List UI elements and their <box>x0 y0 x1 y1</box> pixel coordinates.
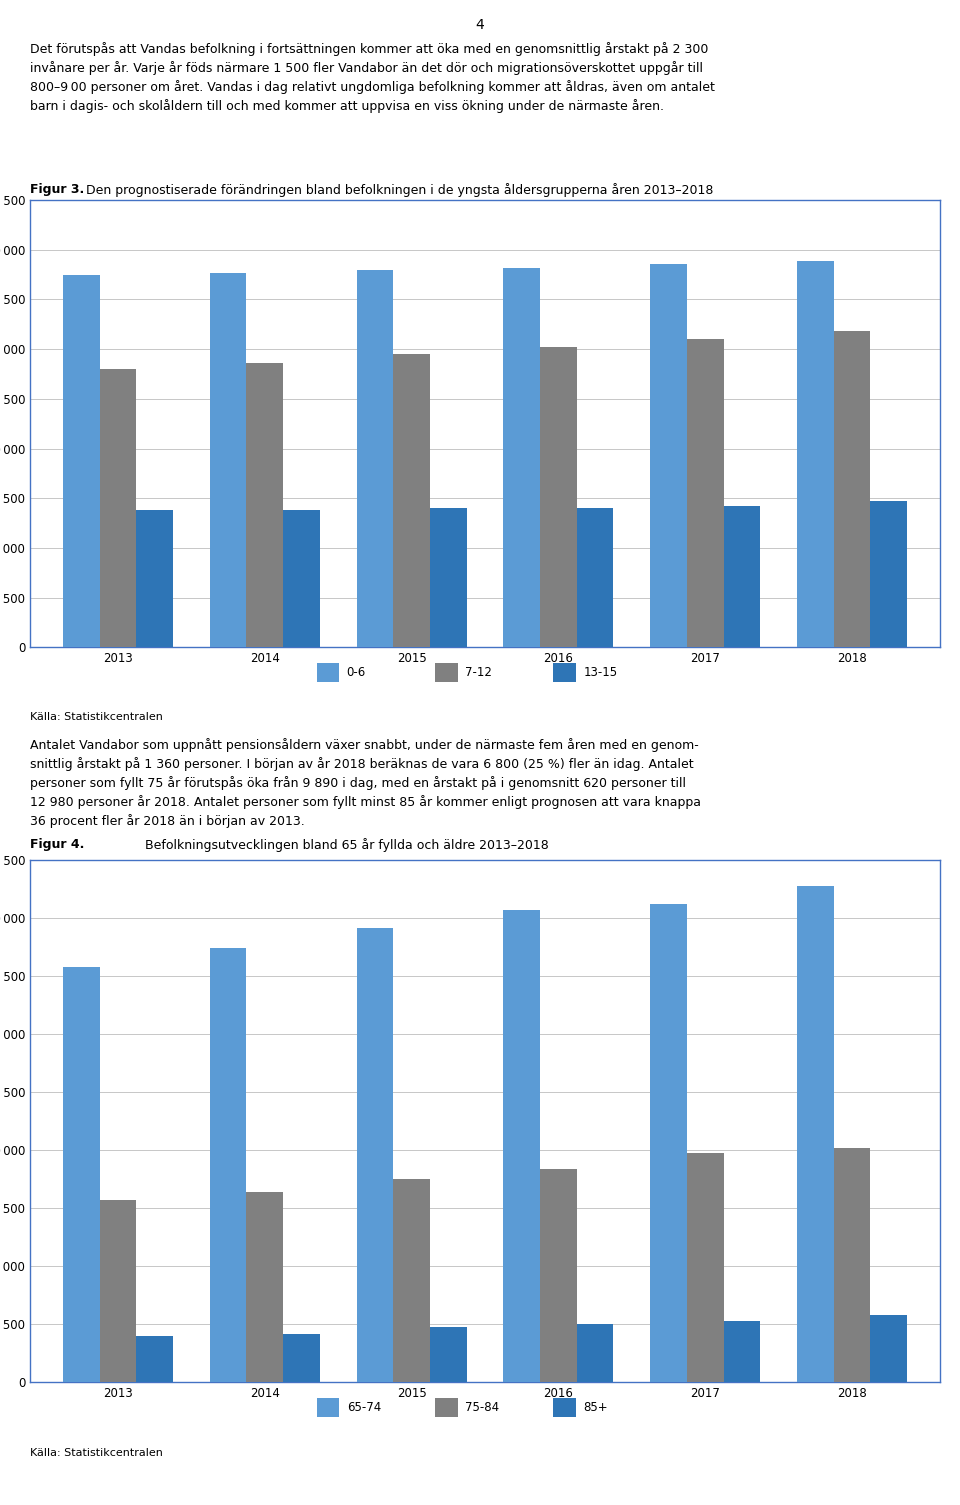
Text: Källa: Statistikcentralen: Källa: Statistikcentralen <box>30 1448 163 1458</box>
Bar <box>356 929 394 1382</box>
Text: 800–9 00 personer om året. Vandas i dag relativt ungdomliga befolkning kommer at: 800–9 00 personer om året. Vandas i dag … <box>30 80 715 93</box>
Text: 75-84: 75-84 <box>465 1401 499 1413</box>
Bar <box>797 885 833 1382</box>
Bar <box>577 1324 613 1382</box>
Bar <box>100 1199 136 1382</box>
Bar <box>100 369 136 647</box>
Bar <box>503 911 540 1382</box>
Text: Befolkningsutvecklingen bland 65 år fyllda och äldre 2013–2018: Befolkningsutvecklingen bland 65 år fyll… <box>145 838 549 852</box>
Bar <box>283 510 320 647</box>
Bar <box>210 272 247 647</box>
Text: Antalet Vandabor som uppnått pensionsåldern växer snabbt, under de närmaste fem : Antalet Vandabor som uppnått pensionsåld… <box>30 737 699 752</box>
Bar <box>650 263 686 647</box>
Bar <box>577 509 613 647</box>
Text: 0-6: 0-6 <box>347 665 366 679</box>
Text: 7-12: 7-12 <box>465 665 492 679</box>
Bar <box>724 1321 760 1382</box>
Bar <box>63 966 100 1382</box>
Text: snittlig årstakt på 1 360 personer. I början av år 2018 beräknas de vara 6 800 (: snittlig årstakt på 1 360 personer. I bö… <box>30 757 694 771</box>
Bar <box>210 948 247 1382</box>
Bar <box>136 510 173 647</box>
Text: Det förutspås att Vandas befolkning i fortsättningen kommer att öka med en genom: Det förutspås att Vandas befolkning i fo… <box>30 42 708 56</box>
FancyBboxPatch shape <box>317 664 340 682</box>
Bar <box>136 1336 173 1382</box>
Bar <box>503 268 540 647</box>
Bar <box>540 348 577 647</box>
Bar <box>540 1169 577 1382</box>
Bar <box>430 509 467 647</box>
Bar <box>871 1315 907 1382</box>
Bar <box>356 269 394 647</box>
Bar <box>394 1180 430 1382</box>
FancyBboxPatch shape <box>435 664 458 682</box>
Bar <box>833 1148 871 1382</box>
Text: 85+: 85+ <box>584 1401 608 1413</box>
Bar <box>686 1153 724 1382</box>
Text: Den prognostiserade förändringen bland befolkningen i de yngsta åldersgrupperna : Den prognostiserade förändringen bland b… <box>82 184 713 197</box>
Bar <box>394 354 430 647</box>
Text: Figur 3.: Figur 3. <box>30 184 84 196</box>
FancyBboxPatch shape <box>553 1398 576 1416</box>
Text: 36 procent fler år 2018 än i början av 2013.: 36 procent fler år 2018 än i början av 2… <box>30 814 304 828</box>
Text: 13-15: 13-15 <box>584 665 617 679</box>
Text: 12 980 personer år 2018. Antalet personer som fyllt minst 85 år kommer enligt pr: 12 980 personer år 2018. Antalet persone… <box>30 795 701 810</box>
Bar <box>833 331 871 647</box>
Text: Figur 4.: Figur 4. <box>30 838 84 850</box>
FancyBboxPatch shape <box>553 664 576 682</box>
Bar <box>871 501 907 647</box>
Bar <box>283 1333 320 1382</box>
Text: 65-74: 65-74 <box>347 1401 381 1413</box>
Bar <box>247 363 283 647</box>
Bar <box>430 1326 467 1382</box>
Bar <box>63 274 100 647</box>
Text: 4: 4 <box>475 18 485 32</box>
FancyBboxPatch shape <box>317 1398 340 1416</box>
Text: Källa: Statistikcentralen: Källa: Statistikcentralen <box>30 712 163 722</box>
Text: personer som fyllt 75 år förutspås öka från 9 890 i dag, med en årstakt på i gen: personer som fyllt 75 år förutspås öka f… <box>30 777 686 790</box>
Text: invånare per år. Varje år föds närmare 1 500 fler Vandabor än det dör och migrat: invånare per år. Varje år föds närmare 1… <box>30 62 703 75</box>
Bar <box>650 905 686 1382</box>
Bar <box>686 339 724 647</box>
Bar <box>724 506 760 647</box>
Text: barn i dagis- och skolåldern till och med kommer att uppvisa en viss ökning unde: barn i dagis- och skolåldern till och me… <box>30 99 664 113</box>
Bar <box>797 260 833 647</box>
Bar <box>247 1192 283 1382</box>
FancyBboxPatch shape <box>435 1398 458 1416</box>
